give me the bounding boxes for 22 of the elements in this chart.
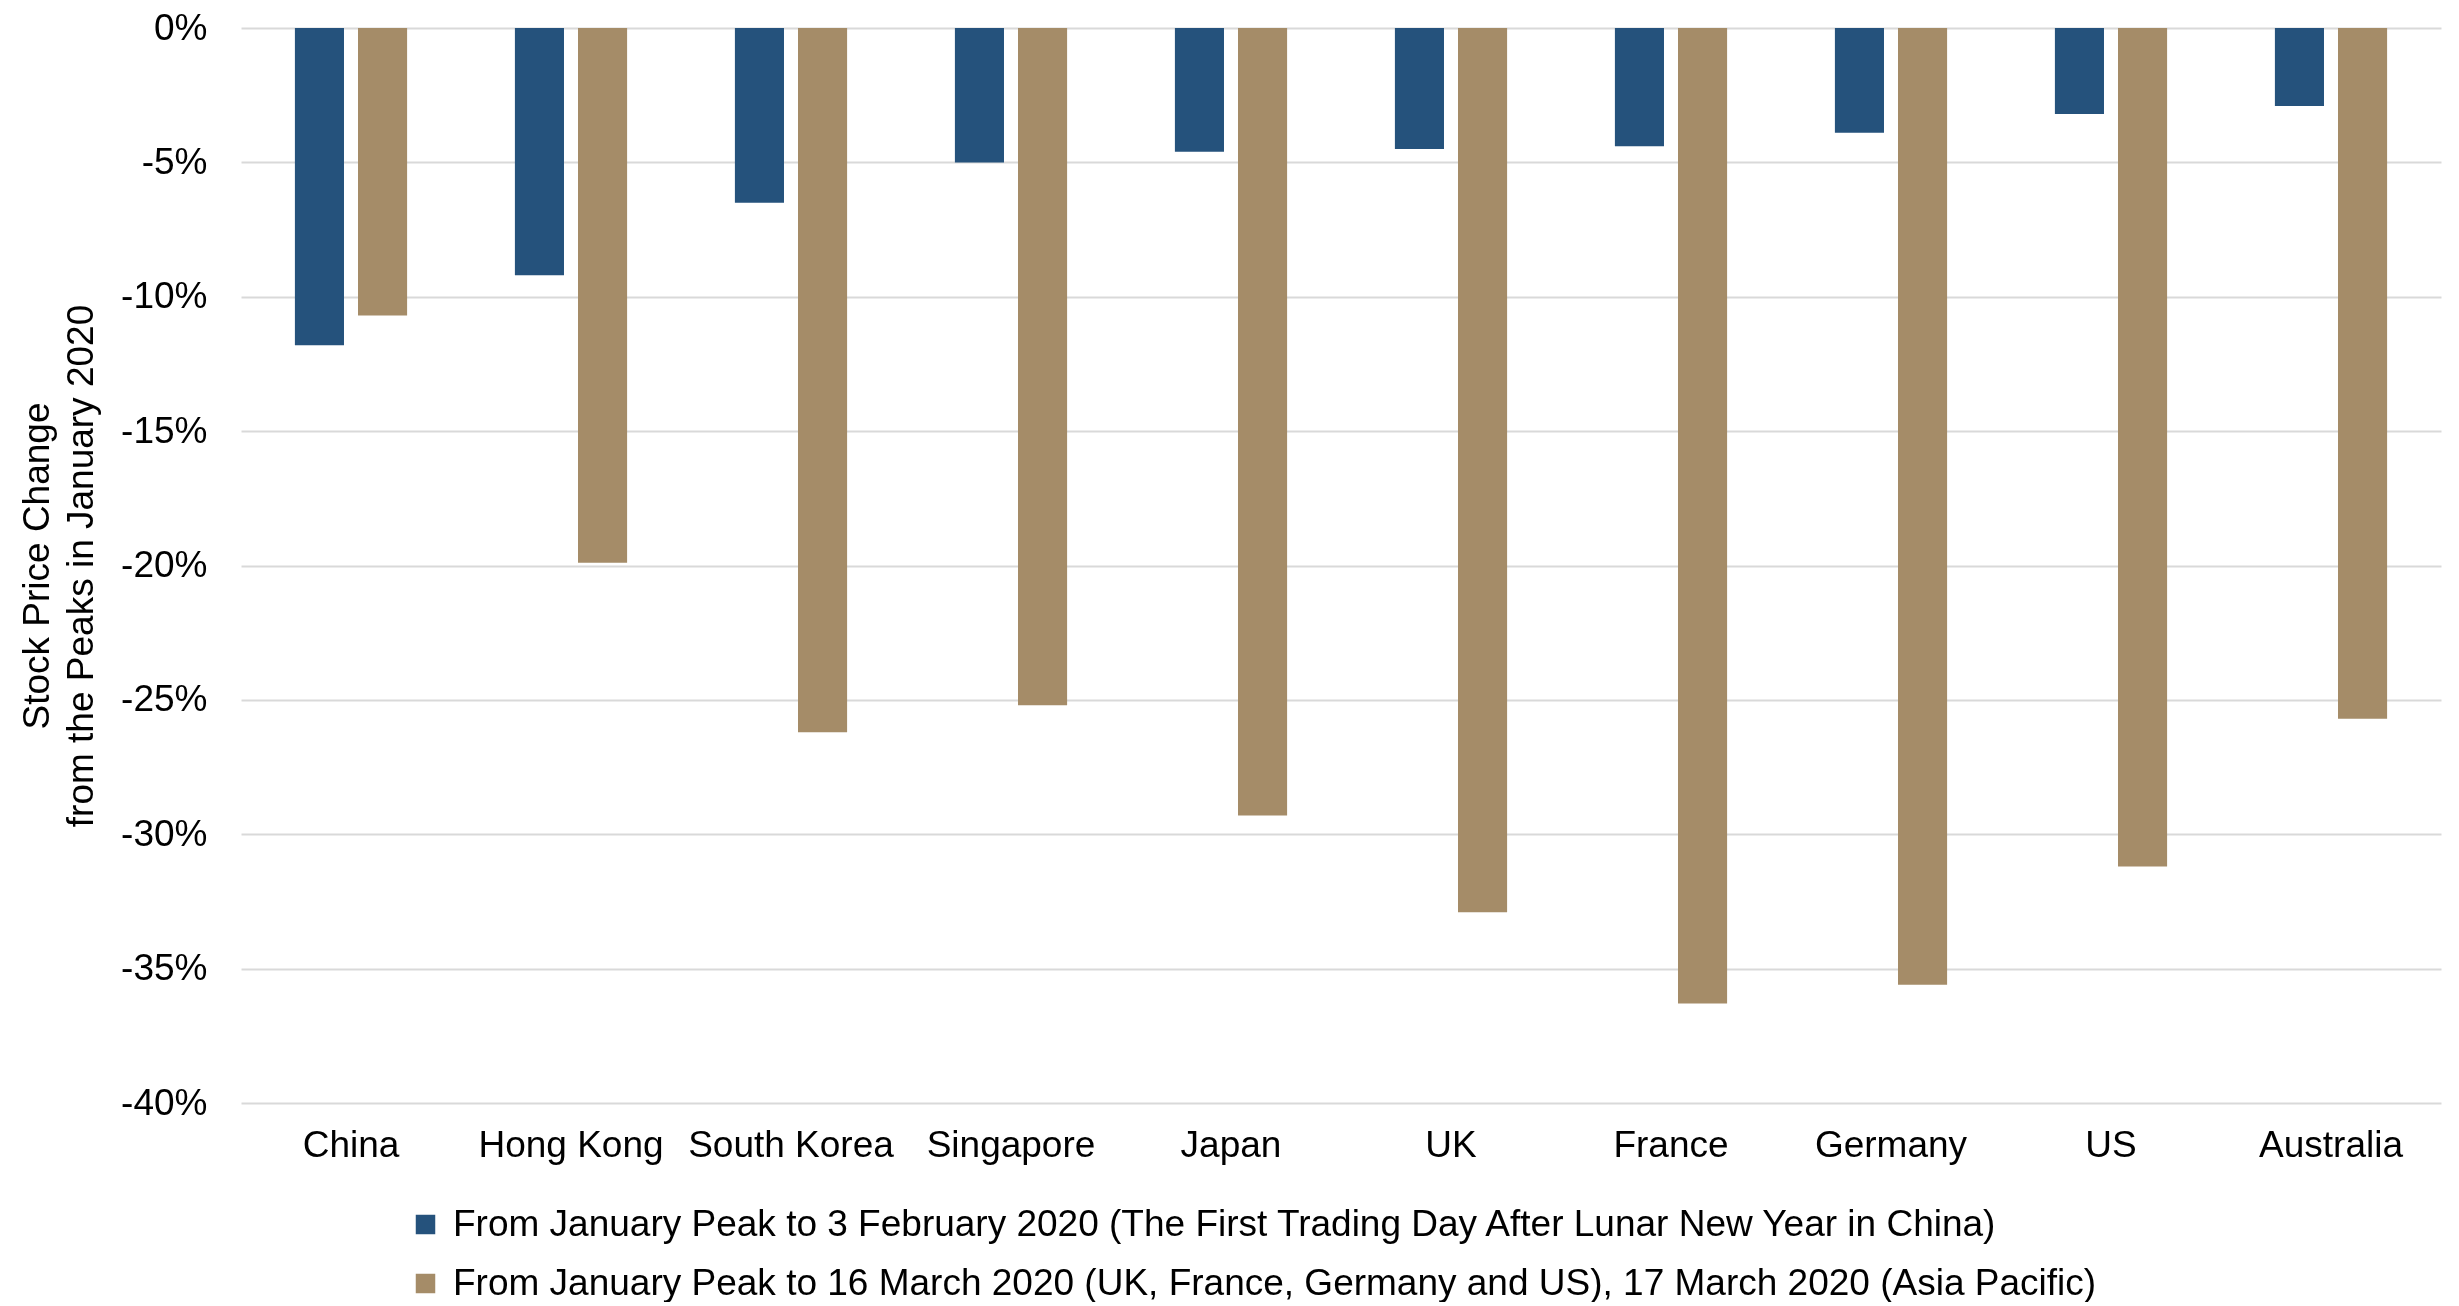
y-tick-label: -25% [121, 678, 208, 720]
y-tick-label: -5% [141, 140, 208, 182]
y-tick-label: -40% [121, 1081, 208, 1123]
x-tick-label: Singapore [926, 1123, 1096, 1165]
x-tick-label: UK [1425, 1123, 1478, 1165]
legend-label: From January Peak to 3 February 2020 (The First Trading Day After Lunar New Year in China) [453, 1202, 1996, 1244]
y-tick-label: -20% [121, 544, 208, 585]
x-tick-label: US [2085, 1123, 2137, 1165]
y-tick-label: -30% [121, 812, 208, 854]
x-tick-label: Australia [2259, 1123, 2404, 1165]
x-tick-label: France [1613, 1123, 1729, 1165]
y-tick-label: 0% [154, 6, 208, 48]
legend-label: From January Peak to 16 March 2020 (UK, France, Germany and US), 17 March 2020 (Asia Pacific) [453, 1261, 2097, 1303]
x-tick-label: China [302, 1123, 400, 1165]
x-tick-label: Japan [1180, 1123, 1282, 1165]
y-tick-label: -15% [121, 409, 208, 451]
y-tick-label: -35% [121, 947, 208, 989]
y-tick-label: -10% [121, 275, 208, 317]
x-tick-label: Germany [1814, 1123, 1968, 1165]
x-tick-label: South Korea [688, 1123, 895, 1165]
y-axis-title: Stock Price Change from the Peaks in January 2020 [16, 304, 102, 828]
x-tick-label: Hong Kong [478, 1123, 664, 1165]
